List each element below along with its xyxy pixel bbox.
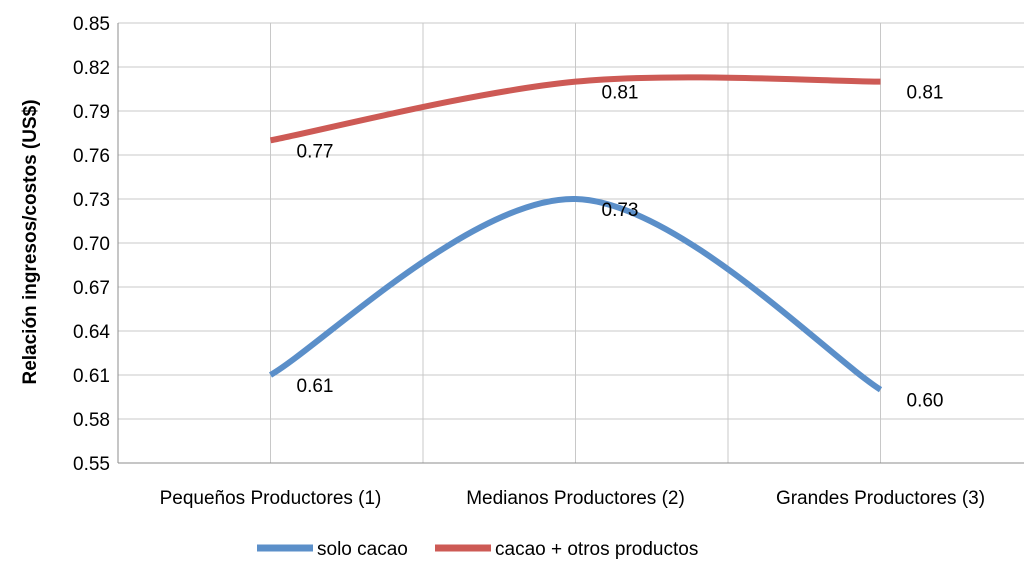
y-axis-title: Relación ingresos/costos (US$) (20, 99, 41, 384)
series-line-2 (269, 74, 881, 144)
data-label: 0.81 (602, 83, 639, 104)
y-tick-label: 0.64 (73, 322, 110, 343)
y-tick-label: 0.79 (73, 102, 110, 123)
axis-layer: 0.55 0.58 0.61 0.64 0.67 0.70 0.73 0.76 0.79 0.82… (73, 14, 1024, 509)
y-tick-label: 0.76 (73, 146, 110, 167)
y-tick-label: 0.55 (73, 454, 110, 475)
data-label: 0.81 (907, 83, 944, 104)
x-tick-label: Pequeños Productores (1) (160, 488, 382, 509)
legend: solo cacao cacao + otros productos (257, 539, 698, 560)
series-line-1 (268, 195, 883, 393)
y-tick-label: 0.61 (73, 366, 110, 387)
data-label-layer: 0.61 0.73 0.60 0.77 0.81 0.81 (297, 83, 944, 412)
legend-label: cacao + otros productos (495, 539, 698, 560)
x-tick-label: Medianos Productores (2) (466, 488, 685, 509)
y-tick-label: 0.85 (73, 14, 110, 35)
data-label: 0.60 (907, 391, 944, 412)
y-tick-label: 0.58 (73, 410, 110, 431)
y-tick-label: 0.70 (73, 234, 110, 255)
grid-layer (117, 22, 1024, 464)
y-tick-label: 0.82 (73, 58, 110, 79)
data-label: 0.73 (602, 200, 639, 221)
y-tick-label: 0.73 (73, 190, 110, 211)
legend-label: solo cacao (317, 539, 408, 560)
y-tick-label: 0.67 (73, 278, 110, 299)
data-label: 0.77 (297, 141, 334, 162)
data-label: 0.61 (297, 376, 334, 397)
x-tick-label: Grandes Productores (3) (776, 488, 985, 509)
series-layer (268, 74, 883, 393)
